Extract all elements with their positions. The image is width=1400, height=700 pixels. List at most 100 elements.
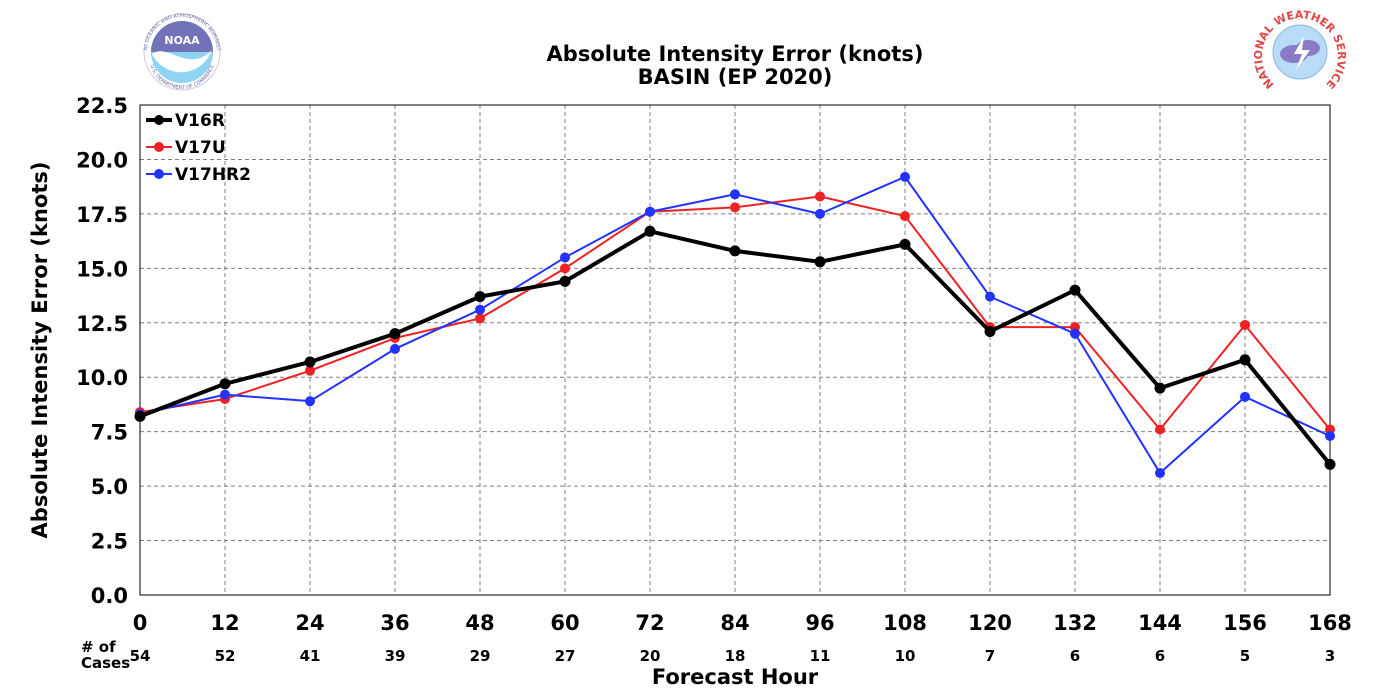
case-count: 11 bbox=[810, 647, 831, 665]
x-axis-label: Forecast Hour bbox=[652, 665, 819, 689]
case-count: 3 bbox=[1325, 647, 1335, 665]
y-tick-label: 2.5 bbox=[91, 530, 128, 554]
case-count: 27 bbox=[555, 647, 576, 665]
data-point bbox=[305, 396, 315, 407]
series-v17u bbox=[135, 191, 1335, 435]
data-point bbox=[475, 313, 485, 324]
plot-frame bbox=[139, 104, 1331, 596]
data-point bbox=[475, 304, 485, 315]
chart-subtitle: BASIN (EP 2020) bbox=[638, 65, 833, 89]
x-tick-label: 12 bbox=[210, 611, 239, 635]
data-point bbox=[730, 202, 740, 213]
case-count: 20 bbox=[640, 647, 661, 665]
cases-label: # of Cases bbox=[81, 638, 130, 672]
x-tick-label: 36 bbox=[380, 611, 409, 635]
data-point bbox=[1069, 284, 1081, 296]
data-point bbox=[474, 291, 486, 303]
y-tick-label: 10.0 bbox=[76, 366, 128, 390]
data-point bbox=[1155, 468, 1165, 479]
legend-label: V17HR2 bbox=[175, 165, 251, 185]
data-point bbox=[559, 275, 571, 287]
data-point bbox=[220, 389, 230, 400]
x-tick-label: 144 bbox=[1138, 611, 1182, 635]
y-tick-label: 15.0 bbox=[76, 257, 128, 281]
legend-label: V17U bbox=[175, 138, 226, 158]
case-count: 29 bbox=[470, 647, 491, 665]
x-tick-label: 48 bbox=[465, 611, 494, 635]
x-tick-label: 24 bbox=[295, 611, 324, 635]
data-point bbox=[729, 245, 741, 257]
x-tick-label: 132 bbox=[1053, 611, 1097, 635]
case-counts: 54 52 41 39 29 27 20 18 11 10 7 6 6 5 3 bbox=[130, 647, 1336, 665]
x-tick-label: 108 bbox=[883, 611, 927, 635]
series-v16r bbox=[134, 225, 1336, 470]
legend-swatch-marker bbox=[154, 169, 164, 179]
data-point bbox=[1155, 424, 1165, 435]
case-count: 54 bbox=[130, 647, 151, 665]
data-point bbox=[1240, 319, 1250, 330]
x-tick-labels: 0 12 24 36 48 60 72 84 96 108 120 132 144 156 168 bbox=[133, 611, 1352, 635]
data-point bbox=[900, 211, 910, 222]
case-count: 18 bbox=[725, 647, 746, 665]
case-count: 10 bbox=[895, 647, 916, 665]
cases-label-line2: Cases bbox=[81, 654, 130, 672]
case-count: 7 bbox=[985, 647, 995, 665]
data-point bbox=[134, 410, 146, 422]
data-point bbox=[899, 238, 911, 250]
legend-item: V16R bbox=[146, 111, 225, 131]
noaa-logo: NOAA NATIONAL OCEANIC AND ATMOSPHERIC AD… bbox=[143, 13, 221, 91]
case-count: 5 bbox=[1240, 647, 1250, 665]
data-point bbox=[1239, 354, 1251, 366]
data-point bbox=[560, 252, 570, 263]
x-tick-label: 120 bbox=[968, 611, 1012, 635]
x-tick-label: 96 bbox=[805, 611, 834, 635]
legend-swatch-marker bbox=[154, 142, 164, 152]
y-tick-label: 12.5 bbox=[76, 312, 128, 336]
data-point bbox=[985, 291, 995, 302]
legend-item: V17HR2 bbox=[146, 165, 251, 185]
y-tick-label: 7.5 bbox=[91, 421, 128, 445]
x-tick-label: 156 bbox=[1223, 611, 1267, 635]
legend-swatch-marker bbox=[154, 115, 164, 125]
grid-lines bbox=[140, 105, 1330, 595]
case-count: 6 bbox=[1155, 647, 1165, 665]
data-point bbox=[984, 325, 996, 337]
data-point bbox=[219, 378, 231, 390]
case-count: 39 bbox=[385, 647, 406, 665]
y-tick-label: 0.0 bbox=[91, 584, 128, 608]
chart-title: Absolute Intensity Error (knots) bbox=[547, 42, 924, 66]
y-tick-label: 17.5 bbox=[76, 203, 128, 227]
data-point bbox=[390, 343, 400, 354]
data-point bbox=[1325, 431, 1335, 442]
legend-item: V17U bbox=[146, 138, 226, 158]
legend: V16R V17U V17HR2 bbox=[146, 111, 251, 185]
case-count: 52 bbox=[215, 647, 236, 665]
data-point bbox=[560, 263, 570, 274]
case-count: 6 bbox=[1070, 647, 1080, 665]
data-point bbox=[1324, 458, 1336, 470]
y-tick-labels: 0.0 2.5 5.0 7.5 10.0 12.5 15.0 17.5 20.0 22.5 bbox=[76, 94, 128, 608]
cases-label-line1: # of bbox=[81, 638, 116, 656]
data-point bbox=[389, 328, 401, 340]
data-point bbox=[1240, 391, 1250, 402]
series-lines bbox=[134, 171, 1336, 479]
legend-label: V16R bbox=[175, 111, 225, 131]
data-point bbox=[814, 256, 826, 268]
data-point bbox=[730, 189, 740, 200]
y-tick-label: 22.5 bbox=[76, 94, 128, 118]
x-tick-label: 168 bbox=[1308, 611, 1352, 635]
data-point bbox=[645, 206, 655, 217]
data-point bbox=[1154, 382, 1166, 394]
noaa-logo-text: NOAA bbox=[164, 34, 200, 47]
nws-logo: NATIONAL WEATHER SERVICE bbox=[1252, 8, 1348, 91]
x-tick-label: 0 bbox=[133, 611, 148, 635]
x-tick-label: 60 bbox=[550, 611, 579, 635]
x-tick-label: 84 bbox=[720, 611, 749, 635]
x-tick-label: 72 bbox=[635, 611, 664, 635]
y-tick-label: 20.0 bbox=[76, 148, 128, 172]
case-count: 41 bbox=[300, 647, 321, 665]
data-point bbox=[1070, 328, 1080, 339]
y-axis-label: Absolute Intensity Error (knots) bbox=[28, 162, 52, 539]
data-point bbox=[900, 171, 910, 182]
